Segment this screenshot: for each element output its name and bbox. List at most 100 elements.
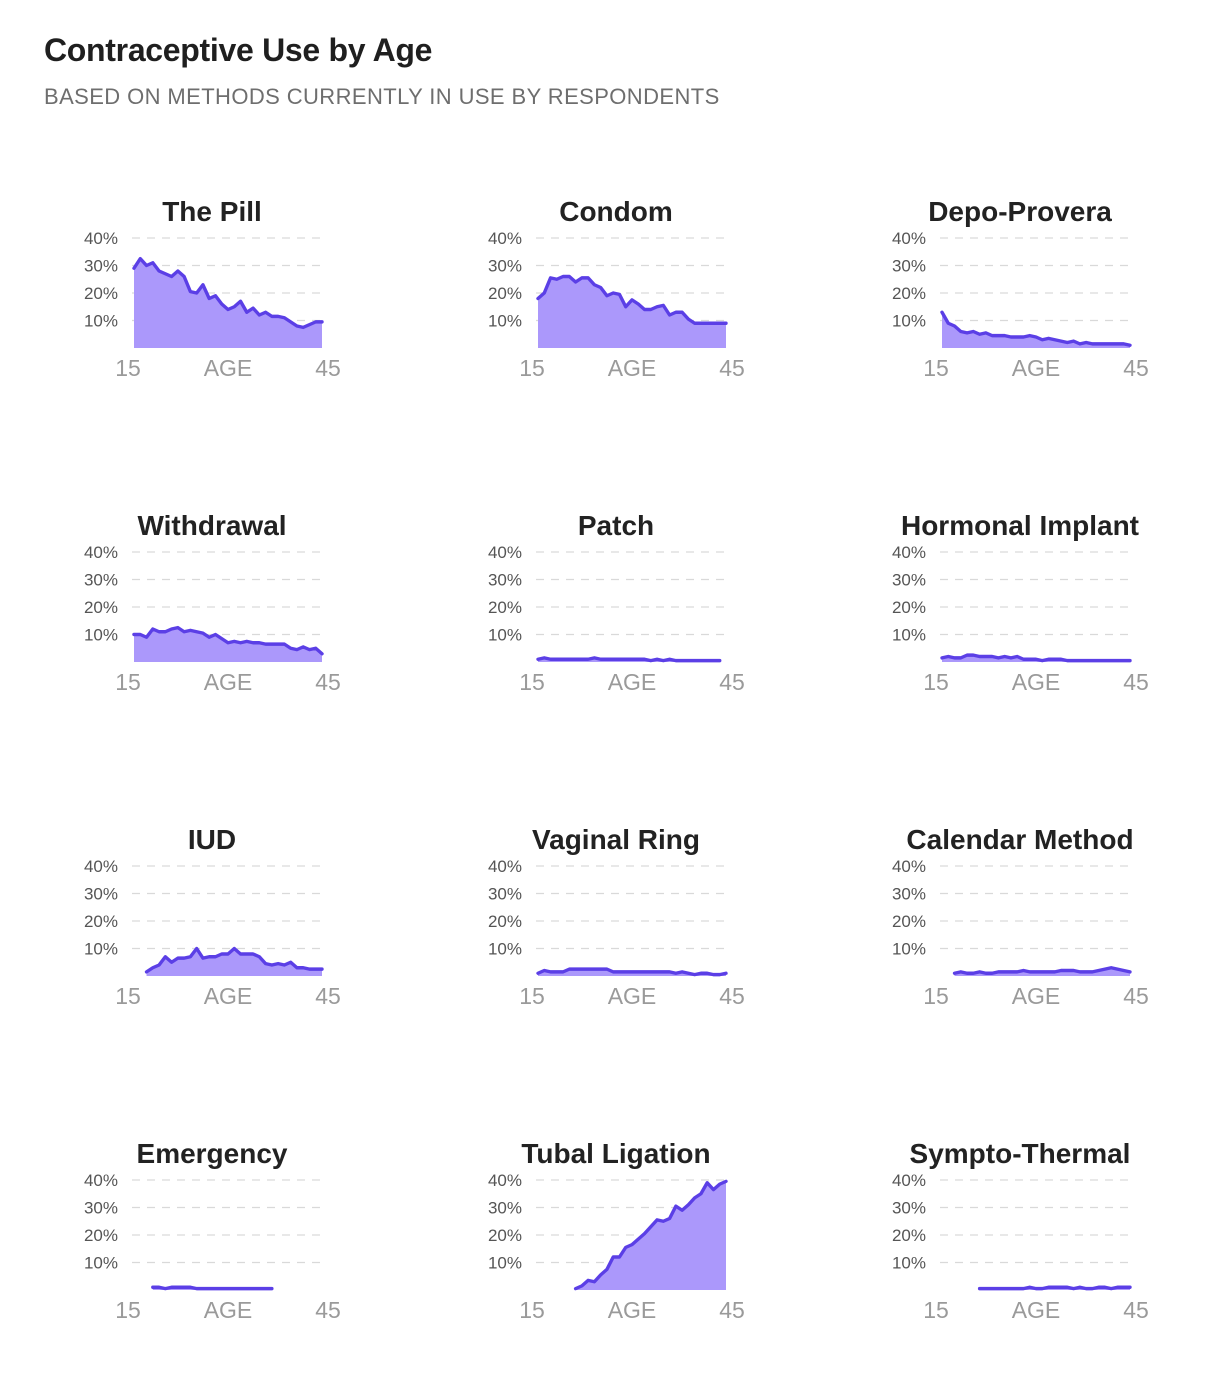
y-tick-label: 10% (892, 626, 926, 645)
x-tick-label: 45 (315, 1297, 341, 1323)
y-tick-label: 30% (488, 1199, 522, 1218)
y-tick-label: 20% (84, 284, 118, 303)
y-tick-label: 20% (488, 284, 522, 303)
y-tick-label: 20% (488, 912, 522, 931)
y-tick-label: 30% (488, 257, 522, 276)
series-area (134, 627, 322, 662)
panel-title: Hormonal Implant (900, 510, 1139, 541)
chart-panel: Patch 40% 30% 20% 10% 15 AGE 45 (466, 510, 766, 740)
x-tick-label: 45 (1123, 669, 1149, 695)
x-tick-label: 15 (115, 983, 141, 1009)
x-tick-label: 45 (719, 669, 745, 695)
y-tick-label: 10% (892, 940, 926, 959)
chart-panel: Withdrawal 40% 30% 20% 10% 15 AGE 45 (62, 510, 362, 740)
series-area (942, 312, 1130, 348)
y-tick-label: 20% (84, 1226, 118, 1245)
y-tick-label: 10% (488, 626, 522, 645)
series-line (144, 946, 324, 974)
x-tick-label: 15 (923, 669, 949, 695)
panel-plot: 40% 30% 20% 10% 15 AGE 45 (892, 857, 1149, 1009)
x-tick-label: 45 (1123, 983, 1149, 1009)
panel-title: Tubal Ligation (521, 1138, 711, 1169)
y-tick-label: 20% (84, 912, 118, 931)
y-tick-label: 30% (84, 571, 118, 590)
x-axis-label: AGE (1012, 1297, 1061, 1323)
y-tick-label: 20% (892, 598, 926, 617)
y-tick-label: 30% (892, 257, 926, 276)
x-axis-label: AGE (204, 669, 253, 695)
panel-plot: 40% 30% 20% 10% 15 AGE 45 (84, 1171, 341, 1323)
y-tick-label: 30% (892, 885, 926, 904)
panel-plot: 40% 30% 20% 10% 15 AGE 45 (84, 229, 341, 381)
y-tick-label: 20% (892, 912, 926, 931)
y-tick-label: 40% (892, 543, 926, 562)
series-area (538, 276, 726, 348)
panel-title: Vaginal Ring (531, 824, 701, 855)
x-tick-label: 45 (719, 355, 745, 381)
panel-title: Withdrawal (137, 510, 287, 541)
chart-panel: The Pill 40% 30% 20% 10% 15 AGE 45 (62, 196, 362, 426)
panel-title: Condom (559, 196, 673, 227)
series-area (134, 258, 322, 348)
y-tick-label: 10% (892, 312, 926, 331)
series-area (146, 948, 322, 976)
chart-panel: Sympto-Thermal 40% 30% 20% 10% 15 AGE 45 (870, 1138, 1170, 1368)
y-tick-label: 10% (488, 312, 522, 331)
y-tick-label: 40% (488, 229, 522, 248)
x-axis-label: AGE (1012, 669, 1061, 695)
y-tick-label: 10% (488, 1254, 522, 1273)
panel-plot: 40% 30% 20% 10% 15 AGE 45 (84, 543, 341, 695)
x-tick-label: 45 (315, 355, 341, 381)
series-line (940, 310, 1132, 347)
y-tick-label: 40% (488, 857, 522, 876)
series-line (536, 656, 722, 663)
panel-title: Patch (577, 510, 655, 541)
series-line (573, 1179, 728, 1291)
panel-plot: 40% 30% 20% 10% 15 AGE 45 (488, 543, 745, 695)
chart-panel: Tubal Ligation 40% 30% 20% 10% 15 AGE 45 (466, 1138, 766, 1368)
panel-plot: 40% 30% 20% 10% 15 AGE 45 (488, 857, 745, 1009)
chart-panel: Emergency 40% 30% 20% 10% 15 AGE 45 (62, 1138, 362, 1368)
y-tick-label: 10% (84, 626, 118, 645)
series-line (536, 274, 728, 325)
x-axis-label: AGE (608, 983, 657, 1009)
panel-plot: 40% 30% 20% 10% 15 AGE 45 (892, 229, 1149, 381)
x-tick-label: 15 (519, 983, 545, 1009)
y-tick-label: 10% (488, 940, 522, 959)
y-tick-label: 30% (892, 1199, 926, 1218)
x-tick-label: 15 (115, 669, 141, 695)
x-tick-label: 45 (719, 1297, 745, 1323)
panel-title: Emergency (136, 1138, 288, 1169)
y-tick-label: 40% (488, 543, 522, 562)
chart-title: Contraceptive Use by Age (44, 32, 433, 68)
series-line (977, 1285, 1132, 1291)
y-tick-label: 40% (892, 857, 926, 876)
series-area (954, 967, 1130, 976)
panel-plot: 40% 30% 20% 10% 15 AGE 45 (892, 1171, 1149, 1323)
y-tick-label: 40% (84, 229, 118, 248)
series-line (952, 966, 1132, 975)
y-tick-label: 30% (488, 571, 522, 590)
panel-plot: 40% 30% 20% 10% 15 AGE 45 (488, 229, 745, 381)
series-line (940, 653, 1132, 663)
x-axis-label: AGE (608, 355, 657, 381)
y-tick-label: 40% (892, 229, 926, 248)
series-line (132, 256, 324, 330)
x-tick-label: 45 (1123, 1297, 1149, 1323)
y-tick-label: 30% (84, 257, 118, 276)
y-tick-label: 10% (892, 1254, 926, 1273)
y-tick-label: 30% (892, 571, 926, 590)
x-tick-label: 15 (519, 1297, 545, 1323)
y-tick-label: 30% (488, 885, 522, 904)
series-line (536, 967, 728, 977)
y-tick-label: 10% (84, 1254, 118, 1273)
x-tick-label: 45 (719, 983, 745, 1009)
chart-panel: Condom 40% 30% 20% 10% 15 AGE 45 (466, 196, 766, 426)
x-tick-label: 15 (519, 669, 545, 695)
x-tick-label: 45 (315, 983, 341, 1009)
x-tick-label: 45 (315, 669, 341, 695)
series-line (151, 1285, 274, 1291)
x-tick-label: 15 (115, 1297, 141, 1323)
series-area (575, 1181, 726, 1290)
chart-panel: Hormonal Implant 40% 30% 20% 10% 15 AGE 45 (870, 510, 1170, 740)
